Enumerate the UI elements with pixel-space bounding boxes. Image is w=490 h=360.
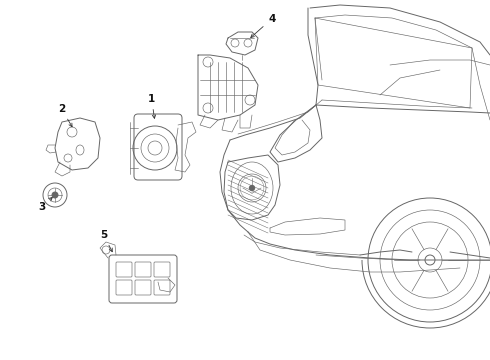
Text: 1: 1 — [148, 94, 156, 118]
Text: 2: 2 — [58, 104, 72, 127]
Text: 3: 3 — [38, 198, 52, 212]
Circle shape — [249, 185, 255, 191]
Circle shape — [52, 192, 58, 198]
Text: 5: 5 — [100, 230, 112, 252]
Circle shape — [425, 255, 435, 265]
Text: 4: 4 — [251, 14, 275, 37]
